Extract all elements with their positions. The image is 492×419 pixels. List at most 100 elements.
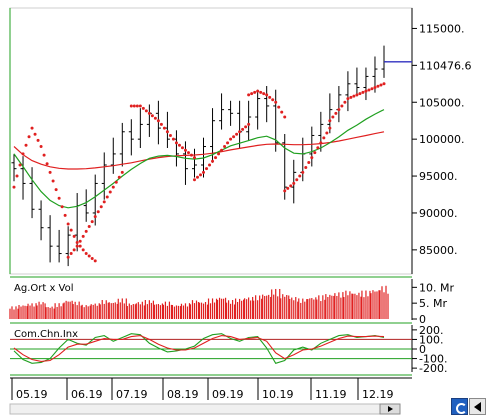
- volume-bar: [195, 300, 198, 319]
- volume-bar: [284, 296, 286, 319]
- volume-bar: [99, 304, 101, 319]
- moving-average-1: [13, 131, 385, 170]
- volume-bar: [289, 299, 291, 319]
- volume-bar: [152, 300, 154, 319]
- sar-dot: [90, 220, 94, 224]
- horizontal-scrollbar[interactable]: [9, 403, 401, 415]
- volume-bar: [334, 293, 336, 319]
- volume-bar: [220, 298, 223, 319]
- volume-bar: [233, 304, 236, 319]
- volume-bar: [161, 303, 164, 319]
- volume-bar: [225, 302, 228, 319]
- volume-bar: [295, 297, 297, 319]
- volume-bar: [44, 303, 46, 319]
- sar-dot: [226, 141, 230, 145]
- price-panel: 85000. 90000. 95000. 100000. 105000. 110476.6…: [9, 7, 472, 275]
- volume-bar: [177, 305, 180, 319]
- sar-dot: [195, 175, 199, 179]
- sar-dot: [361, 90, 365, 94]
- sar-dot: [117, 175, 121, 179]
- sar-dot: [63, 213, 67, 217]
- sar-dot: [192, 156, 196, 160]
- sar-dot: [271, 98, 275, 102]
- volume-bar: [255, 295, 257, 319]
- volume-bar: [262, 294, 264, 319]
- price-tick-label: 90000.: [419, 207, 458, 220]
- sar-dot: [69, 252, 73, 256]
- volume-bar: [26, 306, 28, 319]
- volume-bar: [293, 300, 295, 319]
- sar-dot: [138, 104, 142, 108]
- volume-bar: [309, 298, 311, 319]
- cci-panel-title: Com.Chn.Inx: [14, 329, 78, 340]
- cci-line-1: [13, 333, 385, 364]
- volume-bar: [215, 298, 218, 319]
- volume-bar: [275, 288, 277, 319]
- volume-bar: [134, 304, 136, 319]
- volume-bar: [349, 291, 351, 319]
- sar-dot: [45, 162, 49, 166]
- refresh-icon[interactable]: [451, 398, 468, 415]
- volume-bar: [298, 298, 300, 319]
- volume-bar: [168, 301, 171, 319]
- sar-dot: [108, 190, 112, 194]
- volume-bar: [162, 304, 165, 319]
- sar-dot: [87, 224, 91, 228]
- volume-bar: [58, 303, 60, 319]
- price-tick-label: 105000.: [419, 96, 465, 109]
- volume-bar: [171, 304, 174, 319]
- volume-bar: [15, 306, 17, 319]
- sar-dot: [355, 93, 359, 97]
- sar-dot: [141, 106, 145, 110]
- volume-bar: [164, 301, 167, 319]
- volume-bar: [250, 300, 252, 319]
- volume-bar: [17, 308, 19, 319]
- sar-dot: [111, 185, 115, 189]
- volume-bar: [38, 301, 40, 319]
- volume-bar: [175, 305, 178, 319]
- sar-dot: [250, 92, 254, 96]
- volume-bar: [347, 295, 349, 319]
- time-axis-label: 06.19: [71, 388, 103, 401]
- volume-bar: [331, 295, 333, 319]
- volume-bar: [116, 303, 118, 319]
- volume-bar: [264, 296, 266, 319]
- volume-bar: [31, 303, 33, 319]
- volume-bar: [123, 303, 125, 319]
- volume-bar: [85, 305, 87, 319]
- volume-bar: [241, 300, 243, 319]
- scrollbar-track[interactable]: [9, 403, 401, 415]
- volume-bar: [53, 308, 55, 319]
- volume-bar: [125, 298, 127, 319]
- price-tick-label: 115000.: [419, 22, 465, 35]
- volume-bar: [374, 291, 376, 319]
- volume-bar: [144, 300, 146, 319]
- sar-dot: [346, 97, 350, 101]
- volume-bar: [150, 302, 152, 319]
- sar-dot: [21, 152, 25, 156]
- volume-bar: [300, 302, 302, 319]
- sar-dot: [93, 215, 97, 219]
- sar-dot: [102, 200, 106, 204]
- sar-dot: [15, 174, 19, 178]
- volume-bar: [209, 303, 212, 319]
- scroll-left-button[interactable]: [469, 398, 486, 415]
- sar-dot: [298, 174, 302, 178]
- volume-bar: [182, 305, 185, 319]
- volume-bar: [286, 294, 288, 319]
- sar-dot: [186, 151, 190, 155]
- volume-bar: [135, 303, 137, 319]
- sar-dot: [84, 252, 88, 256]
- scroll-right-arrow-icon[interactable]: [388, 406, 393, 412]
- volume-bar: [87, 306, 89, 319]
- sar-dot: [156, 119, 160, 123]
- sar-dot: [99, 205, 103, 209]
- sar-dot: [81, 248, 85, 252]
- sar-dot: [220, 148, 224, 152]
- sar-dot: [334, 111, 338, 115]
- volume-bar: [62, 303, 64, 319]
- volume-bar: [325, 294, 327, 319]
- cci-tick-label: 100.: [419, 333, 444, 346]
- volume-bar: [246, 299, 248, 319]
- sar-dot: [217, 152, 221, 156]
